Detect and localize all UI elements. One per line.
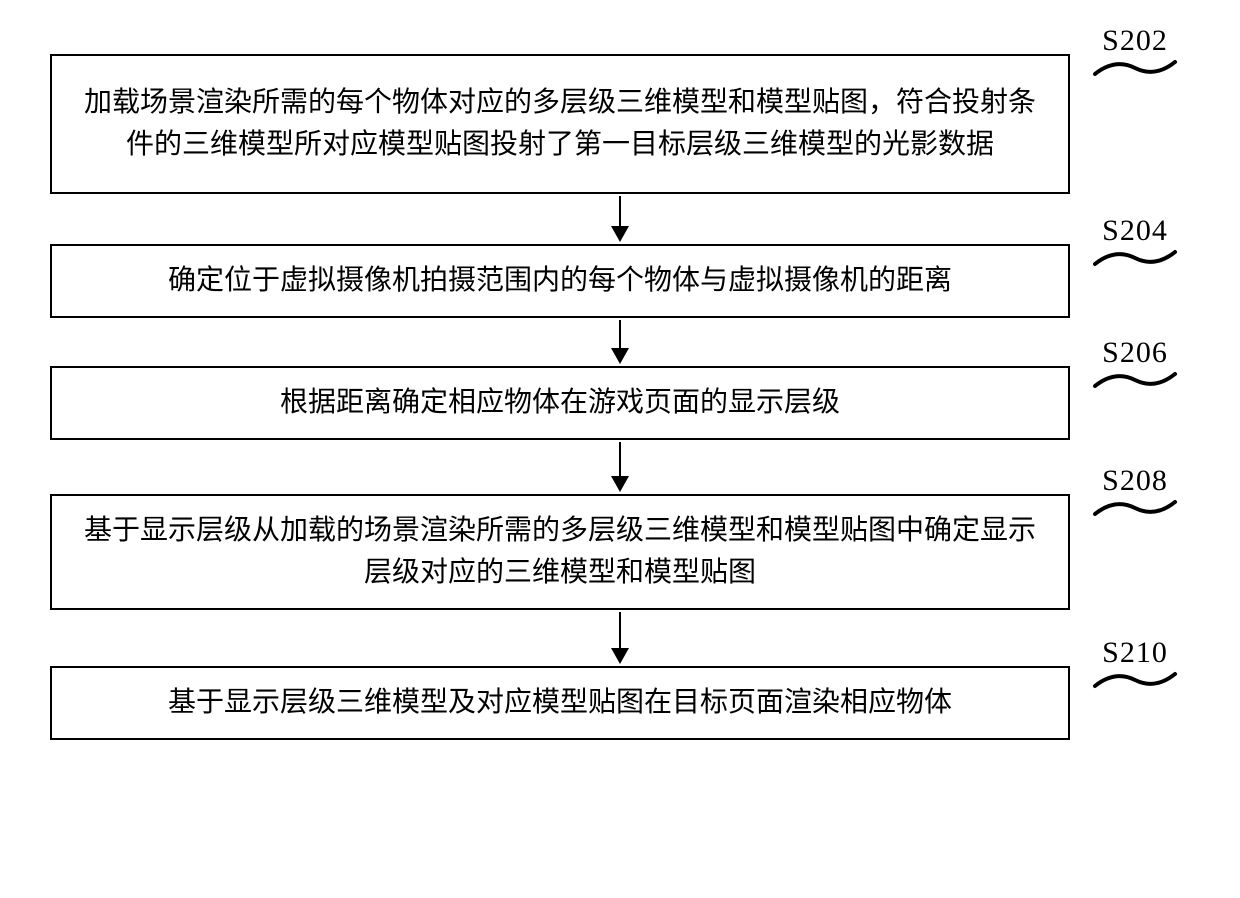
arrow-shaft (619, 196, 622, 226)
step-row: 根据距离确定相应物体在游戏页面的显示层级 S206 (40, 366, 1200, 440)
step-label: S204 (1102, 214, 1168, 248)
arrow-head-icon (611, 648, 629, 664)
arrow-shaft (619, 442, 622, 476)
tilde-icon (1090, 668, 1180, 692)
tilde-icon (1090, 56, 1180, 80)
step-box-s202: 加载场景渲染所需的每个物体对应的多层级三维模型和模型贴图，符合投射条件的三维模型… (50, 54, 1070, 194)
step-row: 基于显示层级从加载的场景渲染所需的多层级三维模型和模型贴图中确定显示层级对应的三… (40, 494, 1200, 610)
step-box-s210: 基于显示层级三维模型及对应模型贴图在目标页面渲染相应物体 (50, 666, 1070, 740)
step-box-s206: 根据距离确定相应物体在游戏页面的显示层级 (50, 366, 1070, 440)
step-label-wrap: S208 (1090, 464, 1180, 520)
step-label: S210 (1102, 636, 1168, 670)
arrow-head-icon (611, 476, 629, 492)
step-label: S206 (1102, 336, 1168, 370)
flowchart-container: 加载场景渲染所需的每个物体对应的多层级三维模型和模型贴图，符合投射条件的三维模型… (40, 20, 1200, 740)
step-label-wrap: S202 (1090, 24, 1180, 80)
step-row: 基于显示层级三维模型及对应模型贴图在目标页面渲染相应物体 S210 (40, 666, 1200, 740)
arrow-connector (611, 320, 629, 364)
step-row: 加载场景渲染所需的每个物体对应的多层级三维模型和模型贴图，符合投射条件的三维模型… (40, 54, 1200, 194)
arrow-connector (611, 442, 629, 492)
arrow-shaft (619, 320, 622, 348)
step-label: S208 (1102, 464, 1168, 498)
step-box-s204: 确定位于虚拟摄像机拍摄范围内的每个物体与虚拟摄像机的距离 (50, 244, 1070, 318)
arrow-connector (611, 196, 629, 242)
step-label-wrap: S206 (1090, 336, 1180, 392)
arrow-head-icon (611, 226, 629, 242)
step-text: 加载场景渲染所需的每个物体对应的多层级三维模型和模型贴图，符合投射条件的三维模型… (82, 82, 1038, 166)
arrow-connector (611, 612, 629, 664)
arrow-head-icon (611, 348, 629, 364)
step-box-s208: 基于显示层级从加载的场景渲染所需的多层级三维模型和模型贴图中确定显示层级对应的三… (50, 494, 1070, 610)
step-label-wrap: S204 (1090, 214, 1180, 270)
step-row: 确定位于虚拟摄像机拍摄范围内的每个物体与虚拟摄像机的距离 S204 (40, 244, 1200, 318)
tilde-icon (1090, 496, 1180, 520)
step-text: 基于显示层级三维模型及对应模型贴图在目标页面渲染相应物体 (168, 682, 952, 724)
tilde-icon (1090, 368, 1180, 392)
step-text: 根据距离确定相应物体在游戏页面的显示层级 (280, 382, 840, 424)
arrow-shaft (619, 612, 622, 648)
step-label-wrap: S210 (1090, 636, 1180, 692)
step-text: 基于显示层级从加载的场景渲染所需的多层级三维模型和模型贴图中确定显示层级对应的三… (82, 510, 1038, 594)
tilde-icon (1090, 246, 1180, 270)
step-label: S202 (1102, 24, 1168, 58)
step-text: 确定位于虚拟摄像机拍摄范围内的每个物体与虚拟摄像机的距离 (168, 260, 952, 302)
